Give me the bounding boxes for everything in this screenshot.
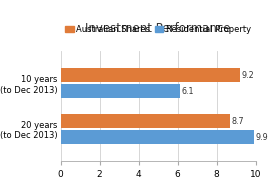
Bar bbox=[60, 84, 180, 98]
Bar bbox=[60, 130, 254, 144]
Legend: Australian Shares, Residential Property: Australian Shares, Residential Property bbox=[65, 25, 251, 34]
Text: 8.7: 8.7 bbox=[232, 117, 244, 126]
Title: Investment Performance: Investment Performance bbox=[85, 22, 231, 35]
Text: 9.2: 9.2 bbox=[242, 71, 254, 80]
Text: 6.1: 6.1 bbox=[181, 87, 194, 96]
Bar bbox=[60, 68, 240, 82]
Bar bbox=[60, 114, 230, 128]
Text: 9.9: 9.9 bbox=[255, 132, 268, 141]
